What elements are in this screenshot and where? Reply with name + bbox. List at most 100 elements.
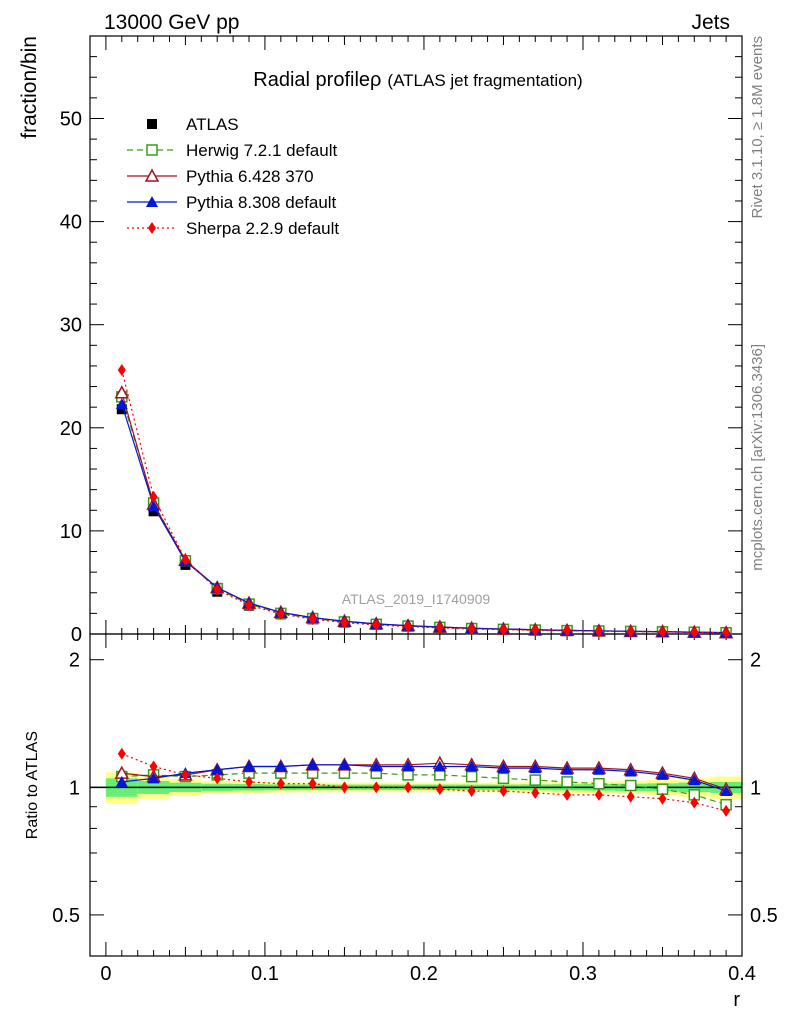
ratio-point-pythia8 — [274, 760, 287, 772]
main-point-sherpa — [276, 607, 285, 620]
ratio-point-pythia8 — [688, 774, 701, 786]
watermark: ATLAS_2019_I1740909 — [342, 591, 491, 607]
main-point-pythia8 — [147, 500, 160, 512]
legend-label-herwig: Herwig 7.2.1 default — [186, 141, 337, 160]
ratio-point-sherpa — [690, 796, 699, 809]
main-ytick-label: 40 — [60, 212, 82, 234]
ratio-point-sherpa — [276, 777, 285, 790]
ratio-point-pythia8 — [592, 763, 605, 775]
main-point-atlas — [116, 404, 127, 415]
ratio-point-sherpa — [404, 781, 413, 794]
main-point-sherpa — [531, 624, 540, 637]
chart-title-symbol: ρ — [370, 69, 381, 91]
main-point-sherpa — [308, 613, 317, 626]
main-point-sherpa — [499, 623, 508, 636]
ratio-point-herwig — [561, 776, 573, 788]
ratio-point-sherpa — [467, 785, 476, 798]
chart-title-sub: (ATLAS jet fragmentation) — [387, 71, 582, 90]
ratio-xlabel: r — [733, 989, 740, 1011]
ratio-point-herwig — [497, 772, 510, 785]
main-point-sherpa — [117, 364, 126, 377]
ratio-ytick-label: 2 — [69, 650, 80, 672]
ratio-point-sherpa — [531, 786, 540, 799]
ratio-point-pythia8 — [561, 763, 574, 775]
ratio-point-sherpa — [594, 788, 603, 801]
ratio-xtick-label: 0.1 — [251, 963, 279, 985]
main-ylabel: fraction/bin — [18, 36, 41, 139]
main-point-sherpa — [722, 626, 731, 639]
ratio-xtick-label: 0.3 — [569, 963, 597, 985]
ratio-point-pythia8 — [529, 762, 542, 774]
ratio-point-pythia8 — [306, 758, 319, 770]
ratio-point-sherpa — [340, 781, 349, 794]
legend-label-pythia6: Pythia 6.428 370 — [186, 167, 314, 186]
ratio-point-herwig — [656, 783, 669, 795]
main-point-pythia8 — [115, 398, 128, 410]
axes-frames — [89, 35, 743, 957]
legend-marker-pythia6 — [144, 168, 160, 182]
ratio-point-sherpa — [626, 790, 635, 803]
ratio-ytick-label: 0.5 — [52, 905, 80, 927]
main-point-sherpa — [245, 599, 254, 612]
ratio-point-pythia8 — [243, 760, 256, 772]
ratio-ytick-label: 1 — [69, 777, 80, 799]
data-series — [114, 364, 734, 817]
main-line-pythia8 — [121, 403, 727, 634]
main-point-sherpa — [149, 490, 158, 503]
ratio-point-herwig — [465, 770, 478, 783]
main-point-sherpa — [372, 618, 381, 631]
ratio-xtick-label: 0.2 — [410, 963, 438, 985]
main-point-sherpa — [340, 616, 349, 629]
ratio-point-sherpa — [563, 788, 572, 801]
ratio-ytick-label-right: 1 — [750, 777, 761, 799]
ratio-series-sherpa — [117, 747, 731, 817]
main-line-sherpa — [121, 369, 727, 634]
main-point-sherpa — [626, 625, 635, 638]
ratio-point-sherpa — [149, 760, 158, 773]
main-ytick-label: 50 — [60, 108, 82, 130]
main-ytick-label: 30 — [60, 315, 82, 337]
header-right: Jets — [691, 11, 730, 34]
ratio-point-pythia8 — [720, 785, 733, 797]
ratio-point-sherpa — [658, 792, 667, 805]
main-point-sherpa — [563, 624, 572, 637]
legend-label-sherpa: Sherpa 2.2.9 default — [186, 219, 339, 238]
main-point-sherpa — [658, 625, 667, 638]
chart-title: Radial profileρ (ATLAS jet fragmentation) — [253, 69, 582, 91]
main-ytick-label: 20 — [60, 418, 82, 440]
ratio-point-sherpa — [181, 768, 190, 781]
ratio-point-sherpa — [308, 777, 317, 790]
rivet-label: Rivet 3.1.10, ≥ 1.8M events — [749, 36, 766, 219]
ratio-point-sherpa — [435, 783, 444, 796]
ratio-line-pythia8 — [121, 764, 727, 792]
ratio-point-sherpa — [245, 775, 254, 788]
ratio-point-pythia8 — [465, 760, 478, 772]
ratio-point-pythia8 — [147, 772, 160, 784]
ratio-ytick-label-right: 2 — [750, 650, 761, 672]
ratio-ytick-label-right: 0.5 — [750, 905, 778, 927]
legend-marker-atlas — [147, 119, 157, 129]
main-point-sherpa — [181, 553, 190, 566]
ratio-point-sherpa — [722, 804, 731, 817]
ratio-point-herwig — [624, 779, 637, 792]
ratio-point-pythia8 — [624, 765, 637, 777]
ratio-ylabel: Ratio to ATLAS — [24, 731, 41, 839]
ratio-point-pythia8 — [211, 763, 224, 775]
main-series-sherpa — [117, 364, 731, 639]
ratio-series-pythia8 — [115, 758, 733, 797]
ratio-point-pythia8 — [338, 758, 351, 770]
legend-marker-pythia8 — [146, 196, 158, 207]
ratio-frame — [89, 633, 743, 957]
ratio-point-pythia8 — [656, 768, 669, 780]
main-point-atlas — [148, 506, 159, 517]
legend-marker-sherpa — [148, 222, 156, 234]
ratio-xtick-label: 0 — [100, 963, 111, 985]
main-ytick-label: 10 — [60, 521, 82, 543]
ratio-point-sherpa — [117, 747, 126, 760]
main-point-sherpa — [435, 621, 444, 634]
ratio-xtick-label: 0.4 — [728, 963, 756, 985]
mcplots-label: mcplots.cern.ch [arXiv:1306.3436] — [749, 344, 766, 571]
legend-label-atlas: ATLAS — [186, 115, 239, 134]
ratio-point-sherpa — [499, 785, 508, 798]
